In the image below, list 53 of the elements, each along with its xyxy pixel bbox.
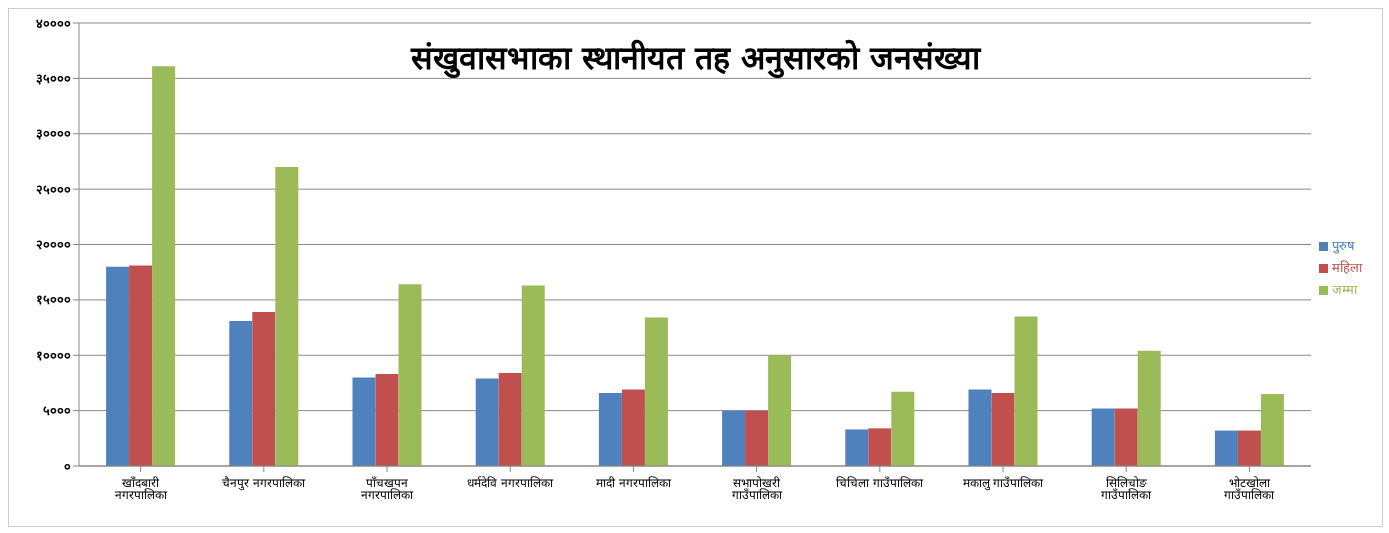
bar: [968, 389, 992, 466]
bar: [1237, 430, 1261, 466]
y-tick-label: १५०००: [36, 292, 71, 308]
bar: [991, 392, 1015, 466]
bar: [768, 355, 792, 466]
bar: [275, 166, 299, 466]
x-tick-label: चैनपुर नगरपालिका: [222, 475, 307, 491]
x-tick-label: धर्मदेवि नगरपालिका: [467, 475, 555, 490]
legend-label: पुरुष: [1332, 237, 1355, 253]
bar: [1091, 408, 1115, 466]
bar: [398, 284, 422, 466]
bar: [1137, 350, 1161, 466]
y-tick-label: ३५०००: [36, 70, 71, 86]
y-tick-label: ०: [64, 458, 71, 474]
legend-label: महिला: [1332, 259, 1362, 275]
bar: [352, 377, 376, 466]
bar: [644, 317, 668, 466]
bar: [1214, 430, 1238, 466]
x-tick-label: सभापोखरी गाउँपालिका: [731, 475, 783, 502]
bar: [1260, 394, 1284, 466]
bar: [745, 410, 769, 466]
bar: [521, 285, 545, 466]
bar: [129, 265, 153, 466]
x-tick-label: मादी नगरपालिका: [595, 475, 672, 490]
y-tick-label: ५०००: [43, 403, 71, 419]
bar: [722, 410, 746, 466]
bar: [229, 320, 253, 466]
bar: [1114, 408, 1138, 466]
bar: [498, 372, 522, 466]
x-tick-label: सिलिचोङ गाउँपालिका: [1101, 475, 1153, 502]
y-tick-label: ४००००: [36, 15, 71, 31]
y-tick-label: १००००: [36, 347, 71, 363]
text: संखुवासभाका स्थानीयत तह अनुसारको जनसंख्या: [410, 39, 981, 77]
legend-label: जम्मा: [1332, 281, 1357, 297]
bar: [375, 374, 399, 466]
y-tick-label: २५०००: [36, 181, 71, 197]
bar: [152, 66, 176, 466]
y-tick-label: २००००: [36, 237, 71, 253]
bar: [106, 266, 130, 466]
x-tick-label: भोटखोला गाउँपालिका: [1224, 475, 1276, 502]
bar: [621, 389, 645, 466]
bar: [891, 391, 915, 466]
bar: [868, 428, 892, 466]
x-tick-label: मकालु गाउँपालिका: [962, 475, 1045, 491]
bar: [252, 312, 276, 466]
bar: [598, 392, 622, 466]
y-tick-label: ३००००: [36, 126, 71, 142]
bar: [475, 378, 499, 466]
bar: [845, 429, 869, 466]
x-tick-label: पाँचखपन नगरपालिका: [361, 475, 414, 502]
x-tick-label: चिचिला गाउँपालिका: [836, 475, 925, 490]
bar: [1014, 316, 1038, 466]
x-tick-label: खाँदबारी नगरपालिका: [114, 475, 168, 502]
